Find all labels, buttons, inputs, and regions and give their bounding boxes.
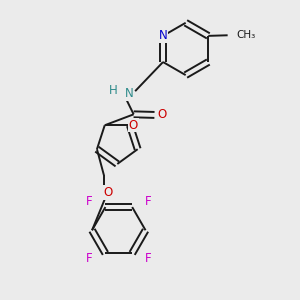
Text: N: N — [159, 29, 167, 42]
Text: O: O — [103, 186, 113, 199]
Text: F: F — [145, 195, 152, 208]
Text: F: F — [86, 252, 93, 265]
Text: F: F — [86, 195, 93, 208]
Text: F: F — [145, 252, 152, 265]
Text: H: H — [109, 84, 117, 97]
Text: CH₃: CH₃ — [236, 30, 255, 40]
Text: O: O — [157, 108, 167, 122]
Text: O: O — [129, 119, 138, 132]
Text: N: N — [125, 87, 134, 100]
